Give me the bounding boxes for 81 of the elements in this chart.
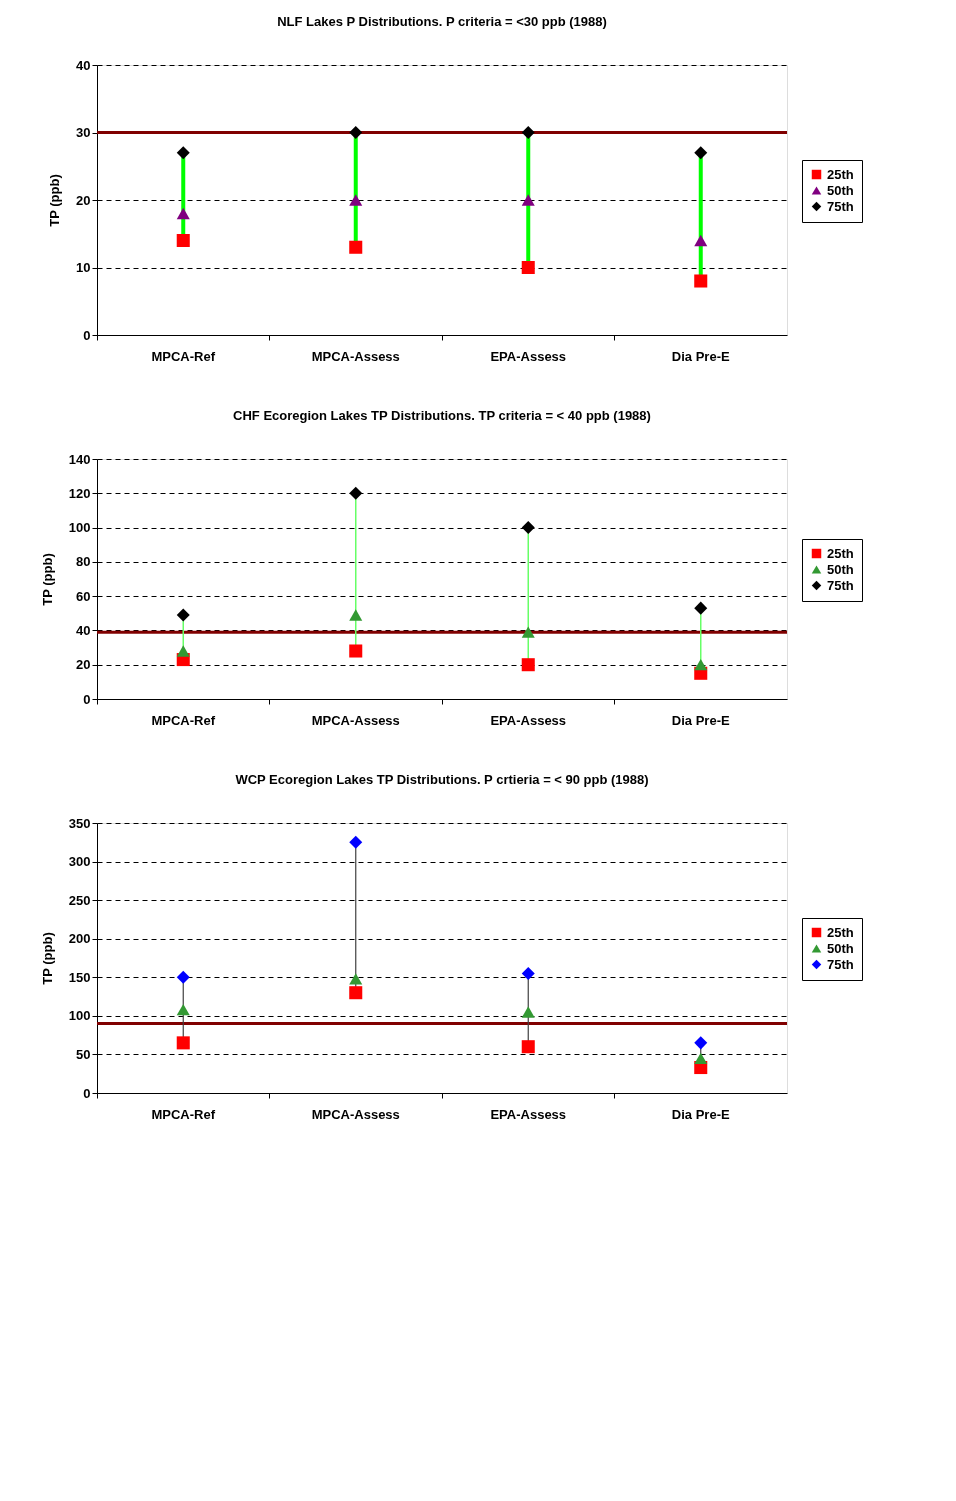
x-tick-label: EPA-Assess [490,1106,567,1122]
x-tick-label: EPA-Assess [490,712,567,728]
point [694,234,708,247]
legend-label: 75th [827,198,854,214]
y-tick-label: 40 [76,57,91,73]
point [694,1036,708,1050]
y-tick-label: 0 [83,1085,91,1101]
point [176,970,190,984]
point [694,659,708,671]
y-tick-label: 0 [83,691,91,707]
point [521,194,535,206]
point [521,966,535,980]
x-tick-label: Dia Pre-E [671,348,730,364]
point [694,146,708,160]
legend-label: 50th [827,561,854,577]
y-tick-label: 10 [76,260,91,275]
point [694,274,708,288]
y-tick-label: 20 [76,192,91,208]
x-tick-label: MPCA-Assess [311,712,400,728]
x-tick-label: MPCA-Ref [151,348,216,364]
point [349,835,363,849]
point [176,645,190,657]
y-axis-title: TP (ppb) [39,553,55,606]
point [521,1040,535,1054]
y-axis-title: TP (ppb) [47,174,63,227]
point [176,608,190,622]
chart-title: NLF Lakes P Distributions. P criteria = <30 ppb (1988) [277,14,607,29]
y-tick-label: 100 [68,1008,91,1024]
point [521,260,535,275]
x-tick-label: MPCA-Assess [311,1106,400,1122]
legend-label: 25th [827,924,854,940]
x-tick-label: Dia Pre-E [671,712,730,728]
point [176,1036,190,1050]
y-tick-label: 350 [68,815,91,831]
point [521,1006,535,1018]
y-tick-label: 120 [68,485,91,501]
y-tick-label: 100 [68,520,91,536]
point [349,644,363,658]
y-tick-label: 20 [76,657,91,673]
x-tick-label: MPCA-Assess [311,348,400,364]
chart-title: CHF Ecoregion Lakes TP Distributions. TP criteria = < 40 ppb (1988) [233,408,651,423]
x-tick-label: Dia Pre-E [671,1106,730,1122]
point [176,1004,190,1016]
y-tick-label: 80 [76,554,91,570]
chart-title: WCP Ecoregion Lakes TP Distributions. P crtieria = < 90 ppb (1988) [235,772,649,787]
legend-label: 50th [827,940,854,956]
point [521,521,535,535]
point [694,601,708,615]
point [349,986,363,1000]
point [349,240,363,254]
point [349,125,363,140]
y-tick-label: 0 [83,327,91,343]
point [349,609,363,621]
point [349,973,363,985]
point [349,486,363,500]
y-tick-label: 30 [76,125,91,140]
point [176,233,190,248]
point [521,626,535,638]
x-tick-label: MPCA-Ref [151,712,216,728]
x-tick-label: MPCA-Ref [151,1106,216,1122]
y-tick-label: 200 [68,931,91,947]
y-tick-label: 140 [68,451,91,467]
y-tick-label: 250 [68,892,91,908]
point [694,1052,708,1064]
point [176,207,190,220]
legend-label: 25th [827,545,854,561]
point [349,194,363,206]
y-tick-label: 60 [76,588,91,604]
y-tick-label: 40 [76,622,91,638]
legend-label: 75th [827,956,854,972]
legend-label: 25th [827,166,854,182]
point [176,146,190,160]
y-tick-label: 50 [76,1046,91,1062]
point [521,658,535,672]
y-axis-title: TP (ppb) [39,932,55,985]
y-tick-label: 300 [68,854,91,870]
y-tick-label: 150 [68,969,91,985]
legend-label: 50th [827,182,854,198]
x-tick-label: EPA-Assess [490,348,567,364]
legend-label: 75th [827,577,854,593]
point [521,125,535,140]
